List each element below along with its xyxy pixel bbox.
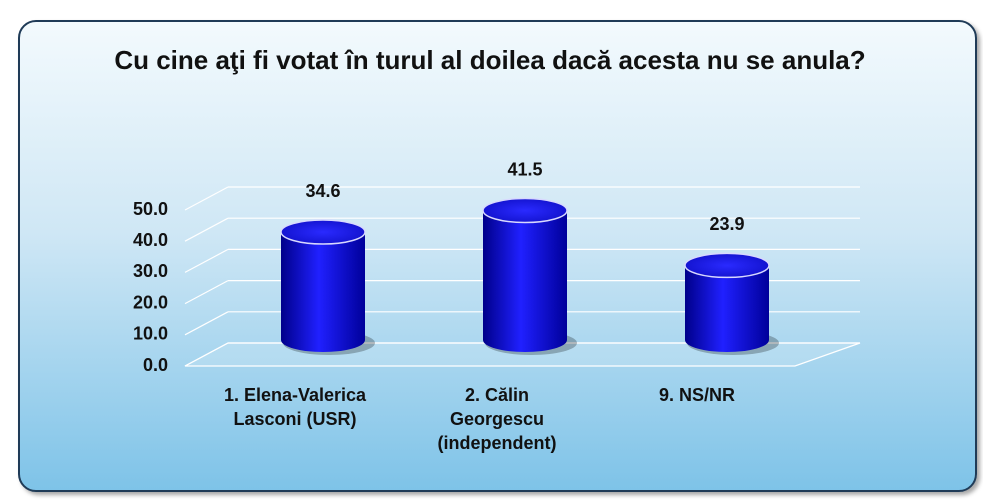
grid-line: [184, 342, 229, 367]
y-tick-label: 10.0: [133, 324, 168, 344]
value-label: 34.6: [305, 181, 340, 201]
bar-top: [482, 197, 568, 224]
y-tick-label: 0.0: [143, 355, 168, 375]
grid-line: [184, 280, 229, 305]
x-tick-label: 1. Elena-Valerica Lasconi (USR): [223, 385, 367, 429]
x-tick-label: 9. NS/NR: [658, 385, 736, 405]
chart-title: Cu cine aţi fi votat în turul al doilea …: [114, 45, 866, 75]
value-label: 41.5: [507, 159, 542, 179]
value-label: 23.9: [709, 214, 744, 234]
y-tick-label: 20.0: [133, 292, 168, 312]
x-tick-label: 2. Călin Georgescu (independent): [437, 385, 557, 453]
grid-line: [184, 217, 229, 242]
y-tick-label: 30.0: [133, 261, 168, 281]
grid-line: [184, 248, 229, 273]
bar-top: [684, 252, 770, 279]
grid-line: [184, 311, 229, 336]
bar: [281, 232, 365, 352]
bar: [483, 210, 567, 352]
y-tick-label: 50.0: [133, 199, 168, 219]
grid-line: [184, 186, 229, 211]
bar: [685, 265, 769, 352]
y-tick-label: 40.0: [133, 230, 168, 250]
bar-top: [280, 219, 366, 245]
